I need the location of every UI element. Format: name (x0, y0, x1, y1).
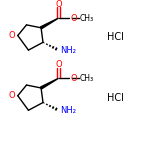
Text: O: O (8, 31, 15, 40)
Text: O: O (55, 0, 62, 9)
Text: O: O (70, 74, 77, 83)
Text: O: O (55, 60, 62, 69)
Polygon shape (41, 18, 59, 29)
Text: HCl: HCl (107, 33, 124, 43)
Text: O: O (70, 14, 77, 23)
Text: CH₃: CH₃ (80, 14, 94, 23)
Text: CH₃: CH₃ (80, 74, 94, 83)
Text: NH₂: NH₂ (60, 106, 76, 115)
Text: HCl: HCl (107, 93, 124, 103)
Text: NH₂: NH₂ (60, 46, 76, 55)
Text: O: O (8, 91, 15, 100)
Polygon shape (41, 78, 59, 89)
